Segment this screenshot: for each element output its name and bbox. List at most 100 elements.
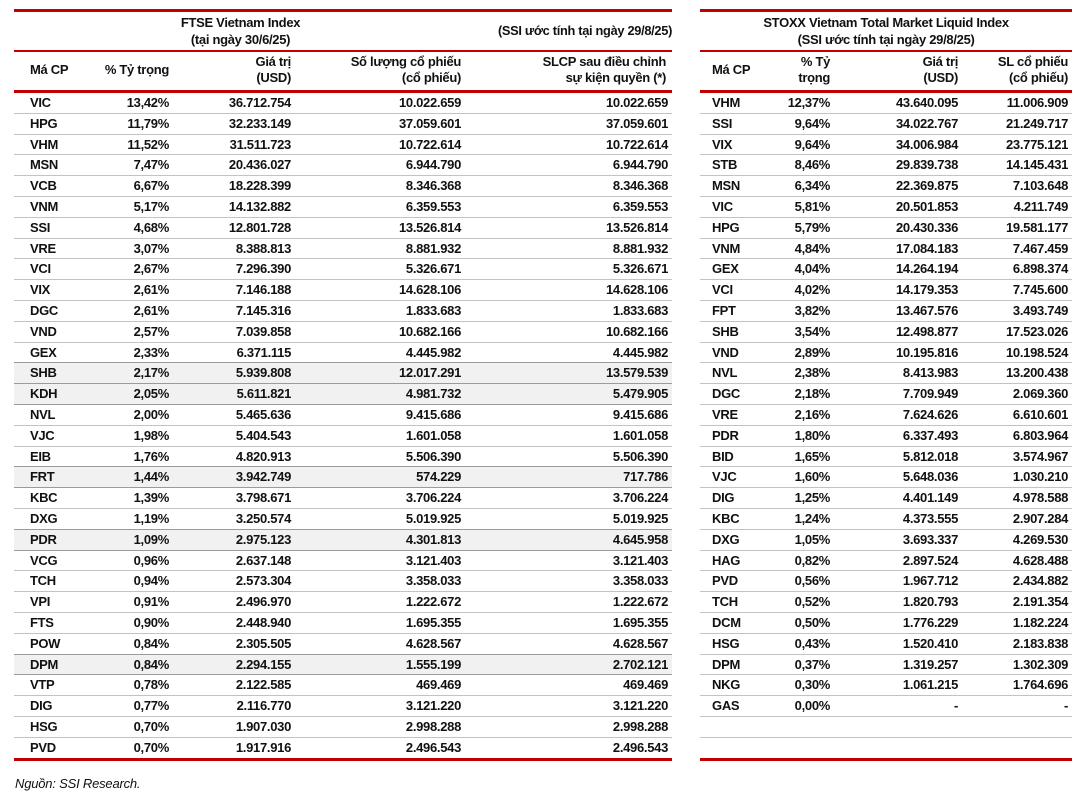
column-header-label: SLCP sau điều chỉnh <box>542 54 667 70</box>
value-cell: 2.907.284 <box>962 507 1073 530</box>
value-cell: 10.722.614 <box>297 133 468 155</box>
value-cell: 2,89% <box>772 341 835 363</box>
value-cell: 3.121.220 <box>467 695 673 717</box>
value-cell: 43.640.095 <box>895 95 959 110</box>
value-cell: 8,46% <box>772 154 835 176</box>
value-cell: - <box>834 695 963 717</box>
table-row: PVD 0,56% 1.967.712 2.434.882 <box>700 570 1073 592</box>
value-cell: 34.006.984 <box>834 133 963 155</box>
column-header-shares: SL cổ phiếu (cổ phiếu) <box>962 50 1073 93</box>
column-header-label: Má CP <box>712 62 751 78</box>
value-cell: 2.116.770 <box>175 695 297 717</box>
table-row: DPM 0,84% 2.294.155 1.555.199 2.702.121 <box>14 653 673 675</box>
table-row: VNM 4,84% 17.084.183 7.467.459 <box>700 237 1073 259</box>
ticker-cell: PVD <box>700 570 773 592</box>
value-cell: 5,81% <box>772 195 835 218</box>
table-row: POW 0,84% 2.305.505 4.628.567 4.628.567 <box>14 632 673 655</box>
value-cell: 0,50% <box>772 611 835 634</box>
table-row: VHM 12,37% 43.640.095 11.006.909 <box>700 92 1072 114</box>
ticker-cell: HSG <box>700 632 773 655</box>
value-cell: 1.061.215 <box>834 674 963 696</box>
value-cell: 1,65% <box>772 445 835 467</box>
column-header-label: SL cổ phiếu <box>997 54 1069 70</box>
value-cell: 2.496.543 <box>467 736 673 759</box>
value-cell: 13,42% <box>126 95 170 110</box>
value-cell: 2.702.121 <box>467 653 673 675</box>
ticker-cell: FTS <box>14 611 90 634</box>
value-cell: 7.709.949 <box>834 383 963 405</box>
ticker-cell: VCG <box>14 549 90 571</box>
value-cell: 10.682.166 <box>297 320 468 343</box>
value-cell: 7.103.648 <box>962 175 1073 197</box>
column-header-sublabel: (USD) <box>256 70 291 86</box>
value-cell: 22.369.875 <box>834 175 963 197</box>
value-cell: 1,76% <box>90 445 175 467</box>
value-cell: 37.059.601 <box>467 112 673 135</box>
value-cell: 11.006.909 <box>1006 95 1069 110</box>
ticker-cell: NKG <box>700 674 773 696</box>
value-cell: 4,84% <box>772 237 835 259</box>
value-cell: 31.511.723 <box>175 133 297 155</box>
empty-row <box>700 715 1073 738</box>
value-cell: 6,67% <box>90 175 175 197</box>
value-cell: 8.881.932 <box>467 237 673 259</box>
value-cell: 12.017.291 <box>297 362 468 384</box>
value-cell: 2.897.524 <box>834 549 963 571</box>
value-cell: 2,18% <box>772 383 835 405</box>
ticker-cell: BID <box>700 445 773 467</box>
value-cell: 1,25% <box>772 487 835 509</box>
value-cell: 34.022.767 <box>834 112 963 135</box>
table-subtitle: (SSI ước tính tại ngày 29/8/25) <box>467 9 673 52</box>
value-cell: 4.820.913 <box>175 445 297 467</box>
value-cell: 1.555.199 <box>297 653 468 675</box>
value-cell: 7.039.858 <box>175 320 297 343</box>
value-cell: 6.898.374 <box>962 258 1073 280</box>
column-header-adjusted-shares: SLCP sau điều chỉnh sự kiện quyền (*) <box>467 50 673 93</box>
value-cell: 17.523.026 <box>962 320 1073 343</box>
table-title: STOXX Vietnam Total Market Liquid Index … <box>700 9 1073 52</box>
table-row: VND 2,57% 7.039.858 10.682.166 10.682.166 <box>14 320 673 343</box>
table-row: VHM 11,52% 31.511.723 10.722.614 10.722.614 <box>14 133 673 155</box>
ticker-cell: VCI <box>700 279 773 301</box>
column-header-weight: % Tỷ trọng <box>90 50 175 93</box>
value-cell: 21.249.717 <box>962 112 1073 135</box>
table-title-line2: (SSI ước tính tại ngày 29/8/25) <box>797 31 975 47</box>
value-cell: 7.296.390 <box>175 258 297 280</box>
value-cell: 3.121.220 <box>297 695 468 717</box>
value-cell: 2.434.882 <box>962 570 1073 592</box>
table-row: DGC 2,18% 7.709.949 2.069.360 <box>700 383 1073 405</box>
ticker-cell: FRT <box>14 466 90 488</box>
value-cell: 0,43% <box>772 632 835 655</box>
value-cell: 5.939.808 <box>175 362 297 384</box>
table-title-line1: STOXX Vietnam Total Market Liquid Index <box>763 14 1009 30</box>
column-header-row: Má CP % Tỷ trọng Giá trị (USD) SL cổ phi… <box>700 50 1073 93</box>
value-cell: 6.371.115 <box>175 341 297 363</box>
value-cell: 8.388.813 <box>175 237 297 259</box>
value-cell: 0,70% <box>90 736 175 759</box>
value-cell: 13.200.438 <box>962 362 1073 384</box>
column-header-shares: Số lượng cổ phiếu (cổ phiếu) <box>297 50 468 93</box>
value-cell: 3.358.033 <box>467 570 673 592</box>
ticker-cell: SSI <box>700 112 773 135</box>
ticker-cell: VIC <box>30 95 51 110</box>
value-cell: 1.776.229 <box>834 611 963 634</box>
value-cell: 1,80% <box>772 424 835 447</box>
value-cell: 2.183.838 <box>962 632 1073 655</box>
table-row: GEX 4,04% 14.264.194 6.898.374 <box>700 258 1073 280</box>
value-cell: 1.601.058 <box>467 424 673 447</box>
value-cell: 8.346.368 <box>297 175 468 197</box>
value-cell: 14.628.106 <box>297 279 468 301</box>
ticker-cell: SSI <box>14 216 90 239</box>
ticker-cell: STB <box>700 154 773 176</box>
value-cell: 3,82% <box>772 299 835 322</box>
value-cell: 11,52% <box>90 133 175 155</box>
value-cell: 1.833.683 <box>467 299 673 322</box>
column-header-value: Giá trị (USD) <box>175 50 297 93</box>
ticker-cell: FPT <box>700 299 773 322</box>
value-cell: 2.998.288 <box>467 715 673 738</box>
ftse-vietnam-index-table: FTSE Vietnam Index (tại ngày 30/6/25) (S… <box>14 9 673 761</box>
value-cell: 37.059.601 <box>297 112 468 135</box>
value-cell: 4.301.813 <box>297 528 468 551</box>
value-cell: 0,91% <box>90 591 175 613</box>
column-header-label: % Tỷ <box>800 54 831 70</box>
